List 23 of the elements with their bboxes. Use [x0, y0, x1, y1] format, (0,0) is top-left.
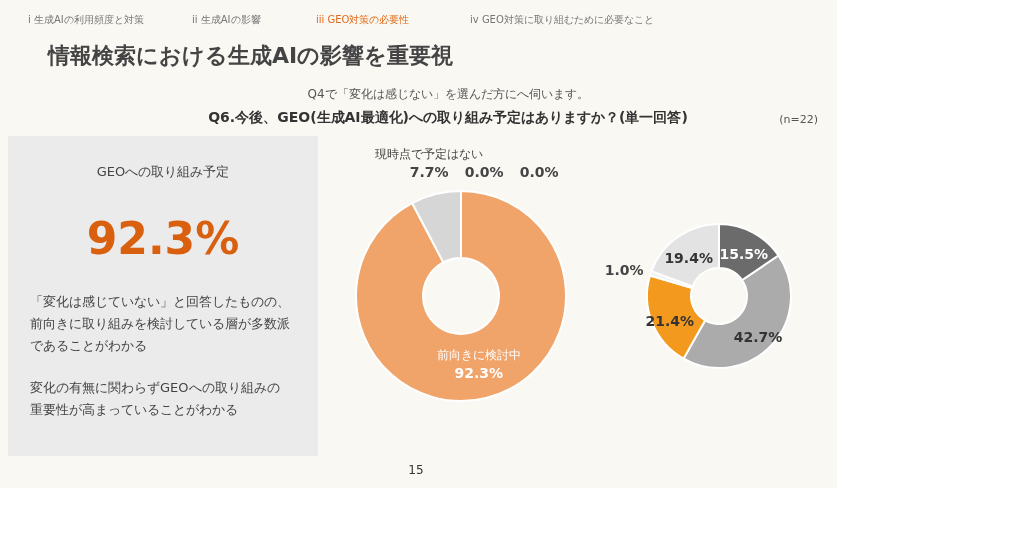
text: 15	[408, 463, 424, 477]
data-label: 19.4%	[664, 249, 713, 266]
text: ii 生成AIの影響	[192, 14, 261, 25]
data-label: 15.5%	[719, 246, 769, 263]
slice-label: 前向きに検討中	[436, 348, 521, 363]
data-label: 1.0%	[604, 261, 644, 278]
data-label: 7.7%	[409, 163, 449, 180]
slice-label: 現時点で予定はない	[375, 146, 484, 161]
text: 0.0%	[464, 163, 504, 180]
data-label: 92.3%	[86, 213, 240, 264]
donut-slice	[355, 190, 567, 402]
text: GEOへの取り組み予定	[96, 164, 230, 179]
text: 「変化は感じていない」と回答したものの、前向きに取り組みを検討している層が多数派であることがわかる	[30, 294, 290, 353]
text: iii GEO対策の必要性	[316, 14, 410, 25]
text: 0.0%	[519, 163, 559, 180]
text: Q4で「変化は感じない」を選んだ方にへ伺います。	[307, 87, 589, 101]
text: 変化の有無に関わらずGEOへの取り組みの重要性が高まっていることがわかる	[30, 380, 280, 417]
text: iv GEO対策に取り組むために必要なこと	[470, 14, 654, 25]
text: 92.3%	[454, 365, 504, 382]
text: (n=22)	[779, 113, 818, 126]
text: Q6.今後、GEO(生成AI最適化)への取り組み予定はありますか？(単一回答)	[208, 109, 688, 125]
text: 情報検索における生成AIの影響を重要視	[46, 43, 454, 68]
text: i 生成AIの利用頻度と対策	[28, 14, 144, 25]
